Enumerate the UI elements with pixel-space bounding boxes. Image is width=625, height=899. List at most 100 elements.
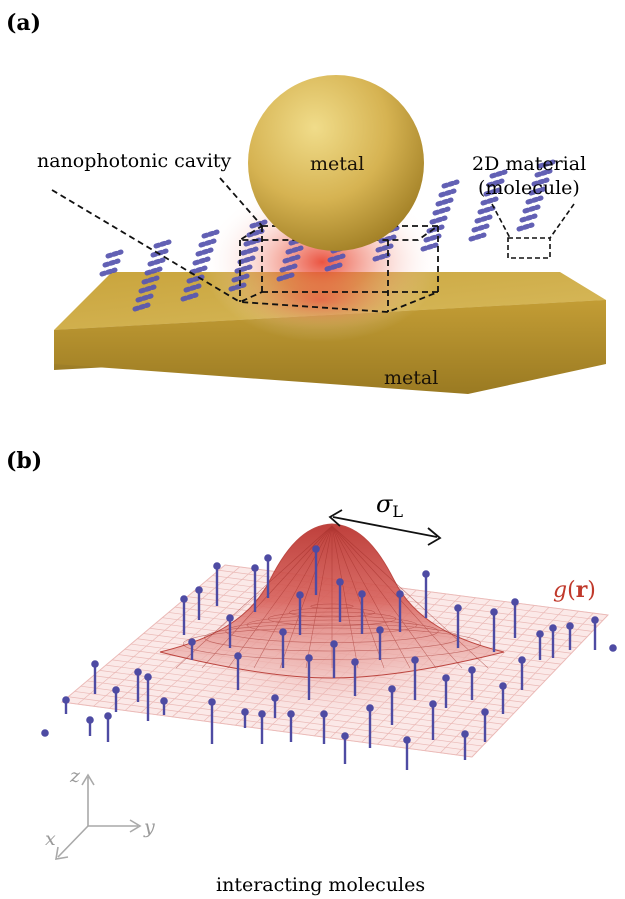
molecule-dash xyxy=(489,169,508,179)
molecule-ball xyxy=(264,554,272,562)
grid-line xyxy=(440,610,579,754)
mesh-meridian xyxy=(331,525,489,669)
grid-line xyxy=(61,701,473,758)
molecule-ball xyxy=(91,660,99,668)
cavity-pointer-1 xyxy=(219,177,263,227)
molecule-ball xyxy=(358,590,366,598)
molecule-ball xyxy=(104,712,112,720)
molecule-ball xyxy=(396,590,404,598)
material-pointer-1 xyxy=(491,203,511,239)
molecule-dash xyxy=(486,178,505,188)
molecule-dash xyxy=(537,159,556,169)
mesh-meridian xyxy=(331,525,411,669)
grid-line xyxy=(471,614,609,758)
molecule-dash xyxy=(477,205,496,215)
molecule-dash xyxy=(432,206,451,216)
mesh-meridian xyxy=(331,525,437,669)
molecule-ball xyxy=(518,656,526,664)
molecule-dash xyxy=(180,292,199,302)
molecule-dash xyxy=(183,283,202,293)
molecule-dash xyxy=(135,293,154,303)
molecule-ball xyxy=(258,710,266,718)
mesh-meridian xyxy=(331,525,463,669)
molecule-ball xyxy=(411,656,419,664)
caption-interacting-molecules: interacting molecules xyxy=(216,874,425,896)
sigma-label: σL xyxy=(376,490,403,521)
molecule-ball xyxy=(454,604,462,612)
cavity-box xyxy=(236,225,441,313)
molecule-dash xyxy=(534,168,553,178)
material-label-line1: 2D material xyxy=(472,153,586,175)
molecule-dash xyxy=(195,247,214,257)
molecule-dash xyxy=(324,262,343,272)
panel-a-label: (a) xyxy=(6,10,41,36)
molecule-ball xyxy=(591,616,599,624)
molecule-dash xyxy=(441,179,460,189)
molecule-dash xyxy=(228,282,247,292)
molecule-ball xyxy=(251,564,259,572)
molecule-ball xyxy=(208,698,216,706)
molecule-dash xyxy=(99,267,118,277)
molecule-ball xyxy=(312,545,320,553)
molecule-pins xyxy=(41,545,617,770)
molecule-ball xyxy=(144,673,152,681)
molecule-ball xyxy=(41,729,49,737)
molecule-ball xyxy=(490,608,498,616)
molecule-dash xyxy=(147,257,166,267)
molecule-dash xyxy=(105,249,124,259)
molecule-ball xyxy=(320,710,328,718)
mesh-meridian xyxy=(227,525,333,669)
molecule-dash xyxy=(474,214,493,224)
molecule-ball xyxy=(86,716,94,724)
molecule-ball xyxy=(549,624,557,632)
molecule-ball xyxy=(287,710,295,718)
mesh-meridian xyxy=(331,525,385,669)
molecule-dash xyxy=(138,284,157,294)
molecule-ball xyxy=(442,674,450,682)
slab-front-face-lower xyxy=(54,300,606,394)
molecule-ball xyxy=(536,630,544,638)
mesh-meridian xyxy=(253,525,333,669)
molecule-dash xyxy=(276,272,295,282)
molecule-dash xyxy=(198,238,217,248)
molecule-ball xyxy=(566,622,574,630)
molecule-ball xyxy=(422,570,430,578)
axis-x-label: x xyxy=(45,828,56,850)
molecule-ball xyxy=(241,708,249,716)
molecule-ball xyxy=(351,658,359,666)
molecule-ball xyxy=(180,595,188,603)
gaussian-mesh xyxy=(175,525,489,669)
molecule-dash xyxy=(480,196,499,206)
molecule-ball xyxy=(160,697,168,705)
molecule-dash xyxy=(423,233,442,243)
molecule-dash xyxy=(516,222,535,232)
molecule-ball xyxy=(296,591,304,599)
molecule-ball xyxy=(195,586,203,594)
cavity-pointer-2 xyxy=(51,189,241,303)
molecule-ball xyxy=(481,708,489,716)
molecule-ball xyxy=(388,685,396,693)
axis-z-label: z xyxy=(69,765,81,787)
molecule-ball xyxy=(468,666,476,674)
molecule-dash xyxy=(240,246,259,256)
molecule-dash xyxy=(282,254,301,264)
molecule-dash xyxy=(372,252,391,262)
molecule-dash xyxy=(231,273,250,283)
panel-b-label: (b) xyxy=(6,448,42,474)
molecule-ball xyxy=(341,732,349,740)
cavity-box-top xyxy=(236,225,441,241)
molecule-dash xyxy=(438,188,457,198)
molecule-dash xyxy=(375,243,394,253)
molecule-dash xyxy=(483,187,502,197)
molecule-ball xyxy=(330,640,338,648)
molecule-ball xyxy=(499,682,507,690)
molecule-dash xyxy=(468,232,487,242)
molecule-ball xyxy=(511,598,519,606)
molecule-dash xyxy=(201,229,220,239)
mesh-meridian xyxy=(331,525,359,669)
molecule-ball xyxy=(188,638,196,646)
molecule-dash xyxy=(237,255,256,265)
molecule-ball xyxy=(112,686,120,694)
g-function-label: g(r) xyxy=(553,577,596,603)
